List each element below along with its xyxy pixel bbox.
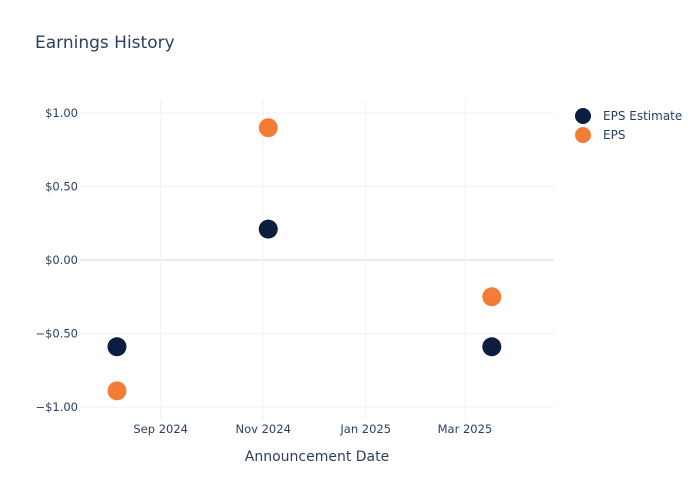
- y-tick-label: $1.00: [45, 106, 78, 120]
- data-point-eps[interactable]: [107, 381, 127, 401]
- data-point-eps-estimate[interactable]: [107, 337, 127, 357]
- legend-marker: [575, 107, 591, 124]
- point-layer: [107, 118, 502, 401]
- grid-layer: [80, 100, 554, 420]
- data-point-eps[interactable]: [258, 118, 278, 138]
- legend-marker: [575, 126, 591, 143]
- data-point-eps-estimate[interactable]: [482, 337, 502, 357]
- x-tick-label: Jan 2025: [339, 422, 391, 436]
- y-tick-label: $0.00: [45, 253, 78, 267]
- x-tick-label: Mar 2025: [438, 422, 493, 436]
- legend-item-eps-estimate[interactable]: EPS Estimate: [575, 106, 682, 125]
- data-point-eps-estimate[interactable]: [258, 219, 278, 239]
- y-tick-label: −$1.00: [35, 400, 78, 414]
- y-tick-label: −$0.50: [35, 327, 78, 341]
- y-tick-label: $0.50: [45, 180, 78, 194]
- data-point-eps[interactable]: [482, 287, 502, 307]
- legend-item-eps[interactable]: EPS: [575, 125, 682, 144]
- chart-title: Earnings History: [35, 33, 175, 53]
- legend[interactable]: EPS Estimate EPS: [575, 106, 682, 144]
- legend-label: EPS Estimate: [603, 108, 683, 123]
- x-tick-label: Sep 2024: [133, 422, 188, 436]
- x-axis-title: Announcement Date: [245, 449, 389, 465]
- legend-label: EPS: [603, 127, 626, 142]
- tick-layer: $1.00 $0.50 $0.00 −$0.50 −$1.00 Sep 2024 Nov 2…: [35, 106, 492, 436]
- x-tick-label: Nov 2024: [236, 422, 291, 436]
